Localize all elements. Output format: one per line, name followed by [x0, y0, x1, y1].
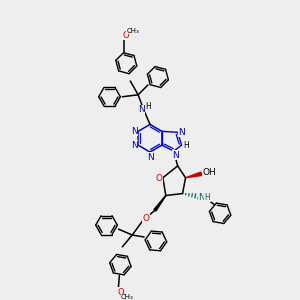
- Polygon shape: [154, 196, 166, 211]
- Text: CH₃: CH₃: [127, 28, 140, 34]
- Text: O: O: [142, 214, 150, 223]
- Text: O: O: [117, 288, 124, 297]
- Text: N: N: [178, 128, 185, 137]
- Text: N: N: [198, 193, 205, 202]
- Text: O: O: [123, 31, 130, 40]
- Text: N: N: [131, 141, 138, 150]
- Text: CH₃: CH₃: [121, 294, 134, 300]
- Text: N: N: [147, 152, 153, 161]
- Text: H: H: [145, 102, 151, 111]
- Text: N: N: [138, 105, 145, 114]
- Text: O: O: [155, 174, 162, 183]
- Text: H: H: [204, 193, 210, 202]
- Text: H: H: [184, 141, 189, 150]
- Text: N: N: [131, 127, 138, 136]
- Text: N: N: [172, 151, 179, 160]
- Text: OH: OH: [202, 168, 216, 177]
- Polygon shape: [185, 172, 202, 178]
